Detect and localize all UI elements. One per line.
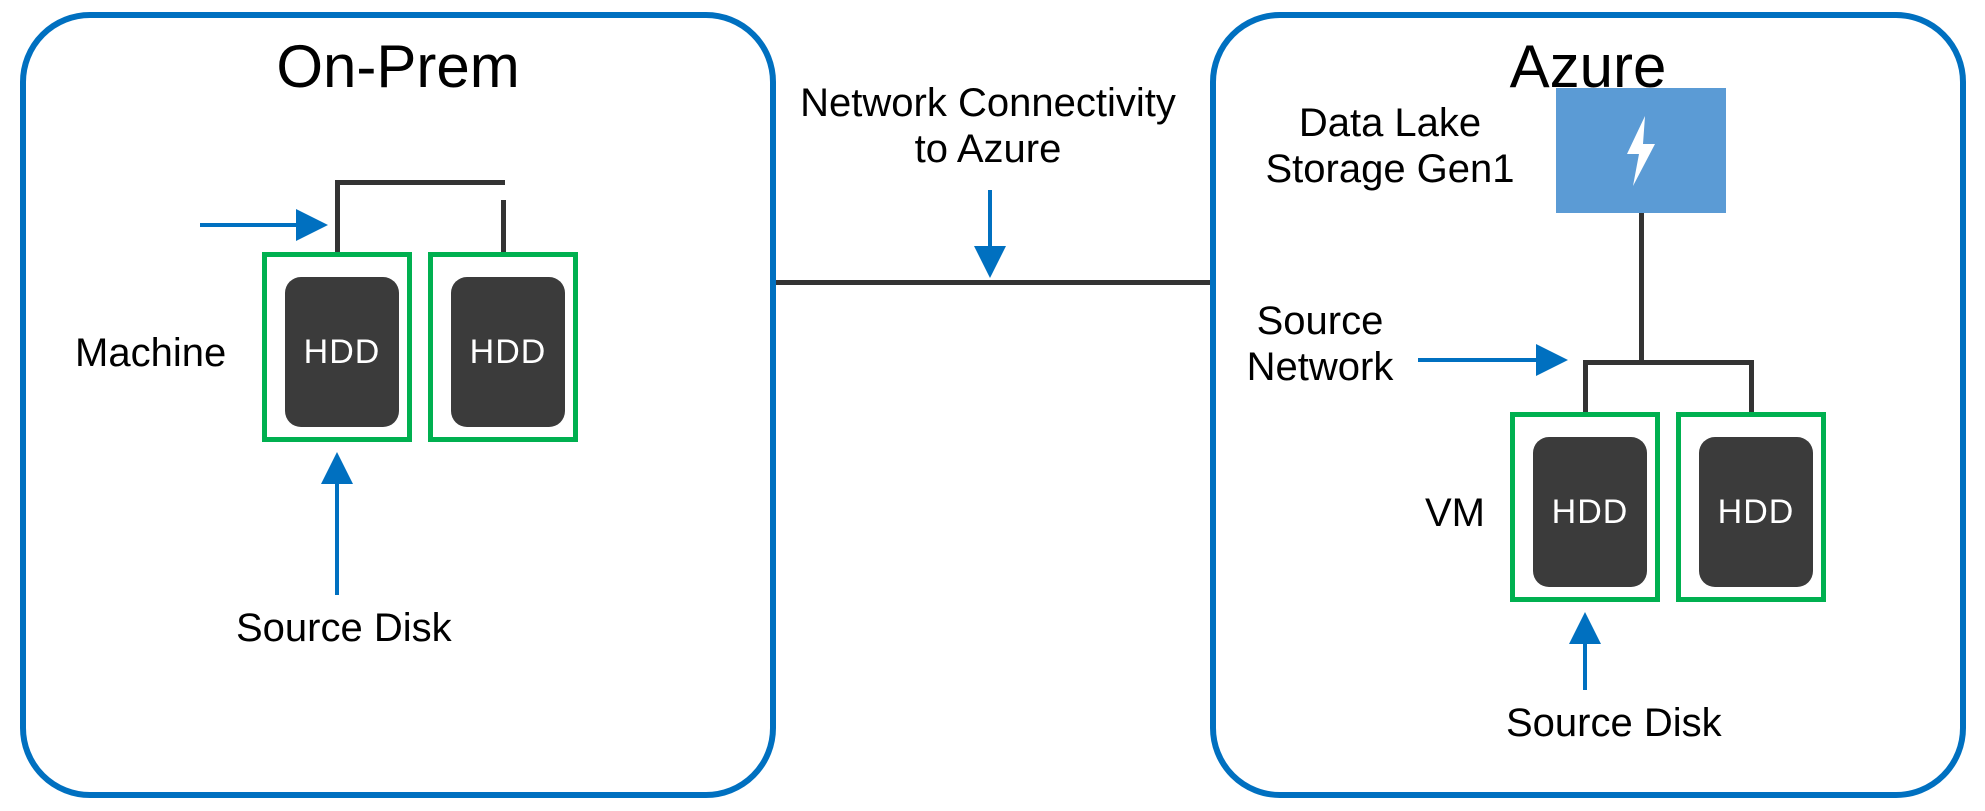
pointer-arrows bbox=[0, 0, 1985, 811]
architecture-diagram: On-Prem Azure Machine Source Disk Networ… bbox=[0, 0, 1985, 811]
